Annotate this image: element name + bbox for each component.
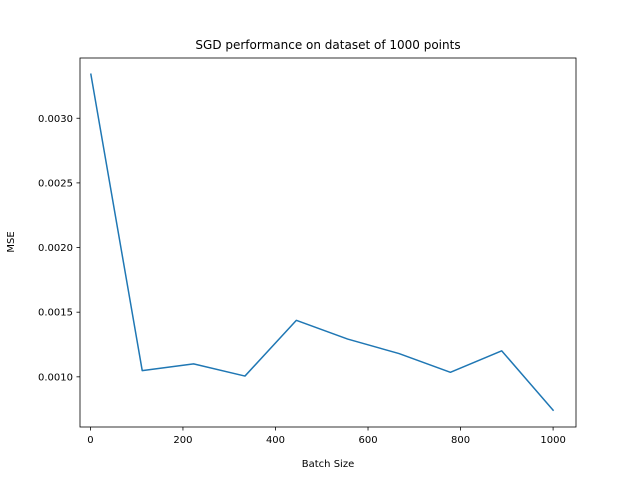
y-tick-label: 0.0025 — [38, 178, 73, 189]
x-tick-label: 800 — [451, 435, 470, 446]
x-axis-label: Batch Size — [302, 459, 354, 470]
x-tick-label: 0 — [87, 435, 93, 446]
x-tick-label: 400 — [266, 435, 285, 446]
y-tick-label: 0.0030 — [38, 114, 73, 125]
y-tick-label: 0.0010 — [38, 372, 73, 383]
x-tick-label: 600 — [358, 435, 377, 446]
y-tick-label: 0.0015 — [38, 308, 73, 319]
plot-frame — [79, 57, 577, 428]
x-tick-label: 1000 — [540, 435, 565, 446]
y-tick-label: 0.0020 — [38, 243, 73, 254]
chart-title: SGD performance on dataset of 1000 point… — [195, 38, 460, 52]
y-axis-label: MSE — [6, 231, 17, 252]
x-tick-label: 200 — [173, 435, 192, 446]
series-line-0 — [90, 73, 555, 412]
plot-area: 0 200 400 600 800 1000 0.0010 0.0015 0.0020 0.002… — [38, 57, 577, 446]
